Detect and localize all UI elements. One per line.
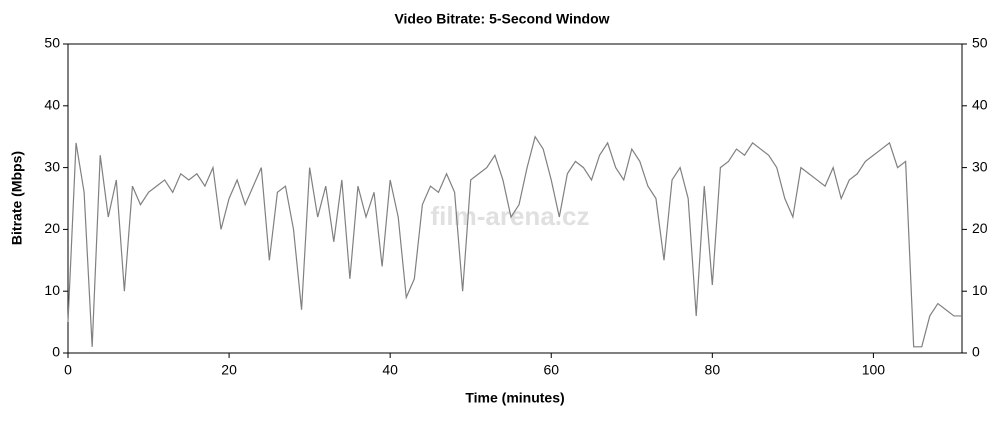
- chart-title: Video Bitrate: 5-Second Window: [394, 11, 609, 27]
- y2-tick-label: 10: [972, 282, 988, 298]
- y-tick-label: 40: [44, 97, 60, 113]
- y2-tick-label: 40: [972, 97, 988, 113]
- y-tick-label: 50: [44, 35, 60, 51]
- y-tick-label: 30: [44, 158, 60, 174]
- data-line: [67, 135, 962, 348]
- y-tick-label: 10: [44, 282, 60, 298]
- x-tick-label: 0: [64, 362, 72, 378]
- y-tick-label: 0: [52, 344, 60, 360]
- y2-tick-label: 30: [972, 158, 988, 174]
- x-tick-label: 80: [705, 362, 721, 378]
- x-axis-label: Time (minutes): [465, 390, 564, 406]
- x-tick-label: 40: [382, 362, 398, 378]
- y2-tick-label: 0: [972, 344, 980, 360]
- x-tick-label: 100: [862, 362, 886, 378]
- y-axis-label: Bitrate (Mbps): [9, 151, 25, 245]
- watermark: film-arena.cz: [431, 201, 590, 231]
- y2-tick-label: 50: [972, 35, 988, 51]
- plot-area: [67, 43, 963, 354]
- y-tick-label: 20: [44, 220, 60, 236]
- x-tick-label: 20: [221, 362, 237, 378]
- y2-tick-label: 20: [972, 220, 988, 236]
- x-tick-label: 60: [543, 362, 559, 378]
